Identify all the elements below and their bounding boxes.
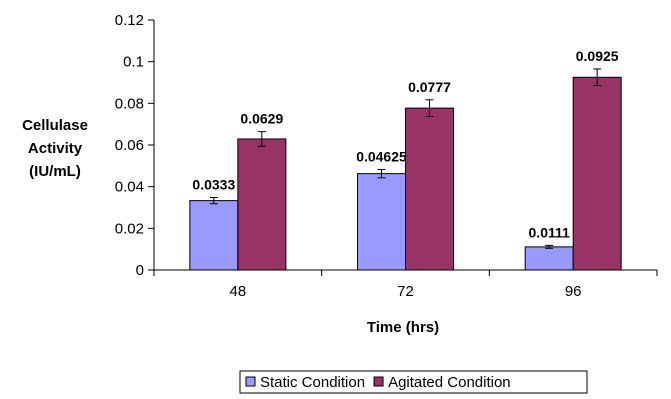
y-tick-label: 0.06 [115, 137, 144, 154]
bar [572, 76, 622, 271]
data-label: 0.0777 [408, 79, 451, 95]
error-bar [545, 244, 554, 249]
data-label: 0.0925 [576, 48, 619, 64]
y-axis-title-line-1: Cellulase [22, 117, 88, 134]
legend: Static Condition Agitated Condition [239, 370, 588, 394]
data-label: 0.0629 [240, 111, 283, 127]
x-tick-label: 96 [565, 283, 582, 300]
bar [357, 173, 406, 271]
legend-swatch [373, 376, 384, 387]
legend-label: Static Condition [260, 374, 365, 391]
x-tick-label: 48 [229, 283, 246, 300]
y-tick-label: 0.04 [115, 179, 144, 196]
legend-label: Agitated Condition [388, 374, 511, 391]
x-axis-title: Time (hrs) [367, 319, 439, 336]
data-label: 0.04625 [356, 148, 407, 164]
y-tick-label: 0 [136, 262, 144, 279]
error-bar [593, 68, 602, 87]
bar [237, 138, 287, 271]
data-label: 0.0111 [529, 224, 570, 240]
legend-item: Agitated Condition [373, 374, 511, 391]
bar [405, 107, 454, 271]
error-bar [209, 197, 218, 205]
y-axis-title: Cellulase Activity (IU/mL) [22, 117, 88, 180]
bar [189, 200, 239, 271]
legend-box [239, 370, 588, 394]
y-tick-label: 0.08 [115, 95, 144, 112]
error-bar [257, 131, 266, 147]
error-bar [425, 99, 434, 117]
y-tick-label: 0.02 [115, 220, 144, 237]
legend-item: Static Condition [245, 374, 365, 391]
legend-swatch [245, 376, 256, 387]
y-tick-label: 0.1 [123, 54, 144, 71]
x-tick-label: 72 [397, 283, 414, 300]
y-axis-title-line-2: Activity [28, 140, 83, 157]
error-bar [377, 168, 386, 179]
data-label: 0.0333 [192, 177, 235, 193]
y-axis-title-line-3: (IU/mL) [29, 163, 81, 180]
y-tick-label: 0.12 [115, 12, 144, 29]
bar [524, 246, 574, 271]
